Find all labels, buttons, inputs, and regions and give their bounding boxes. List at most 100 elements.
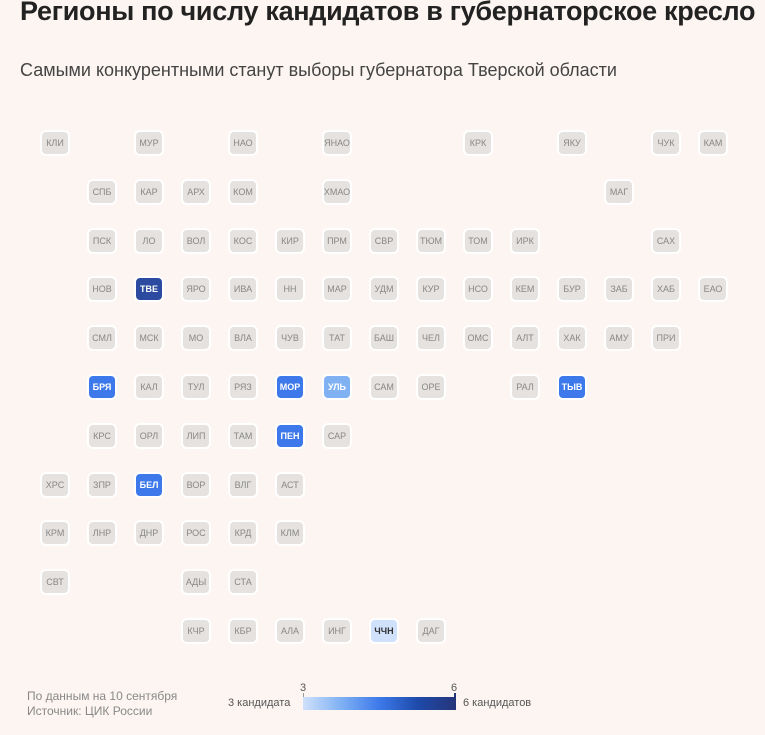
region-tile-10[interactable]: АРХ <box>181 179 211 205</box>
region-tile-28[interactable]: ИВА <box>228 276 258 302</box>
region-tile-35[interactable]: БУР <box>557 276 587 302</box>
region-tile-17[interactable]: КОС <box>228 228 258 254</box>
region-tile-51[interactable]: ПРИ <box>651 325 681 351</box>
region-tile-27[interactable]: ЯРО <box>181 276 211 302</box>
region-tile-63[interactable]: ОРЛ <box>134 423 164 449</box>
region-tile-12[interactable]: ХМАО <box>322 179 352 205</box>
region-tile-34[interactable]: КЕМ <box>510 276 540 302</box>
region-tile-39[interactable]: СМЛ <box>87 325 117 351</box>
region-tile-18[interactable]: КИР <box>275 228 305 254</box>
region-tile-80[interactable]: СВТ <box>40 569 70 595</box>
region-tile-7[interactable]: КАМ <box>698 130 728 156</box>
region-tile-15[interactable]: ЛО <box>134 228 164 254</box>
legend-max-label: 6 кандидатов <box>463 697 532 709</box>
region-tile-41[interactable]: МО <box>181 325 211 351</box>
region-tile-2[interactable]: НАО <box>228 130 258 156</box>
region-tile-60[interactable]: РАЛ <box>510 374 540 400</box>
region-tile-73[interactable]: АСТ <box>275 472 305 498</box>
region-tile-66[interactable]: ПЕН <box>275 423 305 449</box>
page-title: Регионы по числу кандидатов в губернатор… <box>20 0 756 26</box>
region-tile-69[interactable]: ЗПР <box>87 472 117 498</box>
region-tile-37[interactable]: ХАБ <box>651 276 681 302</box>
region-tile-1[interactable]: МУР <box>134 130 164 156</box>
region-tile-13[interactable]: МАГ <box>604 179 634 205</box>
region-tile-85[interactable]: АЛА <box>275 618 305 644</box>
region-tile-76[interactable]: ДНР <box>134 520 164 546</box>
region-tile-55[interactable]: РЯЗ <box>228 374 258 400</box>
region-tile-5[interactable]: ЯКУ <box>557 130 587 156</box>
region-tile-86[interactable]: ИНГ <box>322 618 352 644</box>
region-tile-87[interactable]: ЧЧН <box>369 618 399 644</box>
region-tile-45[interactable]: БАШ <box>369 325 399 351</box>
region-tile-88[interactable]: ДАГ <box>416 618 446 644</box>
region-tile-29[interactable]: НН <box>275 276 305 302</box>
region-tile-71[interactable]: ВОР <box>181 472 211 498</box>
region-tile-77[interactable]: РОС <box>181 520 211 546</box>
region-tile-47[interactable]: ОМС <box>463 325 493 351</box>
legend-min-label: 3 кандидата <box>228 697 291 709</box>
region-tile-33[interactable]: НСО <box>463 276 493 302</box>
page-subtitle: Самыми конкурентными станут выборы губер… <box>20 60 617 80</box>
region-tile-61[interactable]: ТЫВ <box>557 374 587 400</box>
region-tile-48[interactable]: АЛТ <box>510 325 540 351</box>
region-tile-52[interactable]: БРЯ <box>87 374 117 400</box>
region-tile-6[interactable]: ЧУК <box>651 130 681 156</box>
region-tile-70[interactable]: БЕЛ <box>134 472 164 498</box>
region-tile-79[interactable]: КЛМ <box>275 520 305 546</box>
region-tile-25[interactable]: НОВ <box>87 276 117 302</box>
region-tile-81[interactable]: АДЫ <box>181 569 211 595</box>
region-tile-19[interactable]: ПРМ <box>322 228 352 254</box>
region-tile-75[interactable]: ЛНР <box>87 520 117 546</box>
region-tile-20[interactable]: СВР <box>369 228 399 254</box>
region-tile-30[interactable]: МАР <box>322 276 352 302</box>
region-tile-56[interactable]: МОР <box>275 374 305 400</box>
region-tile-14[interactable]: ПСК <box>87 228 117 254</box>
region-tile-50[interactable]: АМУ <box>604 325 634 351</box>
region-tile-38[interactable]: ЕАО <box>698 276 728 302</box>
region-tile-49[interactable]: ХАК <box>557 325 587 351</box>
source-origin: Источник: ЦИК России <box>27 704 153 718</box>
region-tile-64[interactable]: ЛИП <box>181 423 211 449</box>
region-tile-43[interactable]: ЧУВ <box>275 325 305 351</box>
region-tile-67[interactable]: САР <box>322 423 352 449</box>
source-date: По данным на 10 сентября <box>27 689 178 703</box>
region-tile-65[interactable]: ТАМ <box>228 423 258 449</box>
region-tile-32[interactable]: КУР <box>416 276 446 302</box>
region-tile-26[interactable]: ТВЕ <box>134 276 164 302</box>
region-tile-83[interactable]: КЧР <box>181 618 211 644</box>
region-tile-16[interactable]: ВОЛ <box>181 228 211 254</box>
region-tile-9[interactable]: КАР <box>134 179 164 205</box>
region-tile-21[interactable]: ТЮМ <box>416 228 446 254</box>
source-note: По данным на 10 сентября Источник: ЦИК Р… <box>27 689 177 719</box>
region-tile-59[interactable]: ОРЕ <box>416 374 446 400</box>
region-tile-8[interactable]: СПБ <box>87 179 117 205</box>
region-tile-84[interactable]: КБР <box>228 618 258 644</box>
region-tile-42[interactable]: ВЛА <box>228 325 258 351</box>
region-tile-68[interactable]: ХРС <box>40 472 70 498</box>
region-tile-54[interactable]: ТУЛ <box>181 374 211 400</box>
region-tile-3[interactable]: ЯНАО <box>322 130 352 156</box>
region-tile-62[interactable]: КРС <box>87 423 117 449</box>
region-tile-24[interactable]: САХ <box>651 228 681 254</box>
region-tile-31[interactable]: УДМ <box>369 276 399 302</box>
region-tile-22[interactable]: ТОМ <box>463 228 493 254</box>
region-tile-40[interactable]: МСК <box>134 325 164 351</box>
region-tile-46[interactable]: ЧЕЛ <box>416 325 446 351</box>
region-tile-4[interactable]: КРК <box>463 130 493 156</box>
region-tile-36[interactable]: ЗАБ <box>604 276 634 302</box>
region-tile-53[interactable]: КАЛ <box>134 374 164 400</box>
legend-max-marker <box>454 693 456 710</box>
region-tile-82[interactable]: СТА <box>228 569 258 595</box>
region-tile-23[interactable]: ИРК <box>510 228 540 254</box>
legend-min-value: 3 <box>300 682 307 694</box>
legend-max-value: 6 <box>451 682 458 694</box>
region-tile-44[interactable]: ТАТ <box>322 325 352 351</box>
legend-color-scale <box>303 697 456 710</box>
region-tile-11[interactable]: КОМ <box>228 179 258 205</box>
region-tile-78[interactable]: КРД <box>228 520 258 546</box>
region-tile-0[interactable]: КЛИ <box>40 130 70 156</box>
region-tile-57[interactable]: УЛЬ <box>322 374 352 400</box>
region-tile-74[interactable]: КРМ <box>40 520 70 546</box>
region-tile-72[interactable]: ВЛГ <box>228 472 258 498</box>
region-tile-58[interactable]: САМ <box>369 374 399 400</box>
